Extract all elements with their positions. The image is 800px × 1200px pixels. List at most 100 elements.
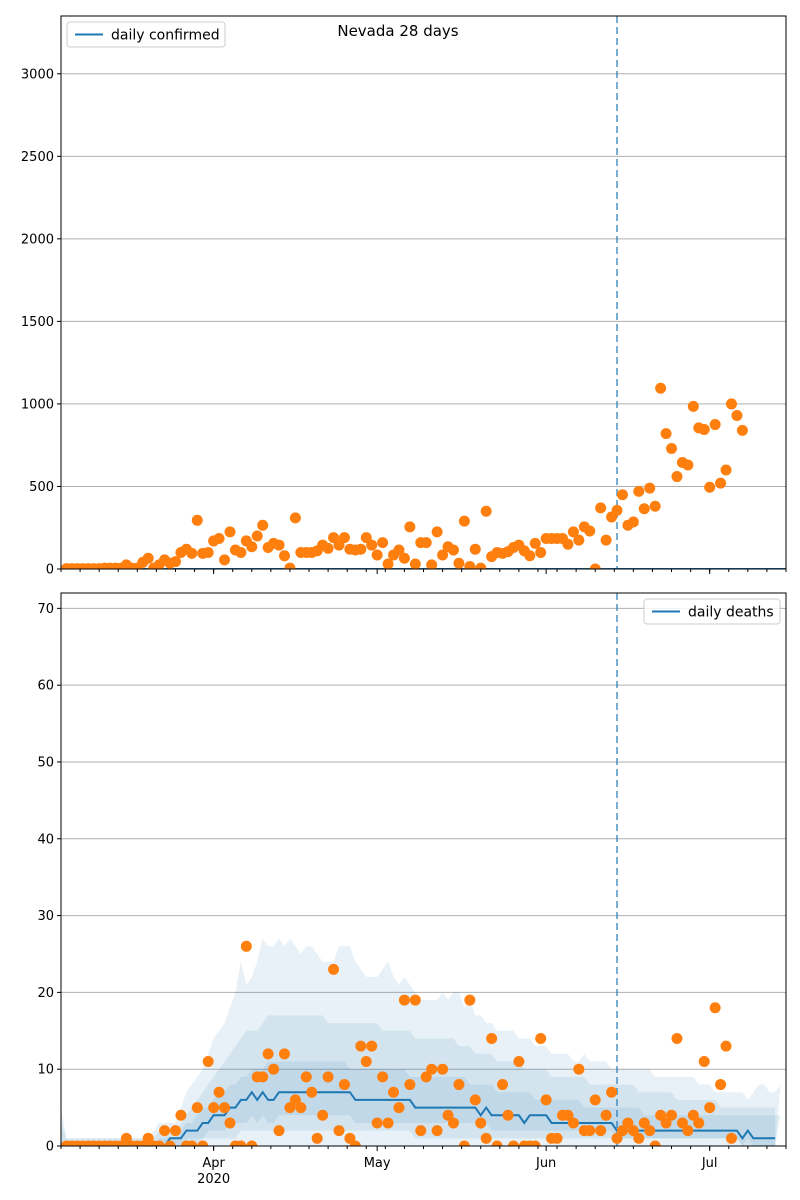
legend-label: daily confirmed xyxy=(111,28,220,44)
data-point xyxy=(513,1056,525,1068)
y-tick-label: 0 xyxy=(46,1140,54,1155)
data-point xyxy=(725,1132,737,1144)
data-point xyxy=(611,1132,623,1144)
data-point xyxy=(562,1109,574,1121)
data-point xyxy=(666,1109,678,1121)
data-point xyxy=(404,1079,416,1091)
data-point xyxy=(606,1086,618,1098)
data-point xyxy=(731,409,743,421)
data-point xyxy=(349,1140,361,1146)
data-point xyxy=(186,1140,198,1146)
y-tick-label: 70 xyxy=(37,602,54,617)
data-point xyxy=(584,525,596,537)
data-point xyxy=(535,546,547,558)
data-point xyxy=(595,502,607,514)
data-point xyxy=(169,1125,181,1137)
data-point xyxy=(551,1132,563,1144)
data-point xyxy=(480,505,492,517)
data-point xyxy=(693,1117,705,1129)
data-point xyxy=(644,482,656,494)
data-point xyxy=(404,521,416,533)
data-point xyxy=(219,1102,231,1114)
y-tick-label: 1000 xyxy=(21,397,54,412)
data-point xyxy=(431,1125,443,1137)
y-tick-label: 20 xyxy=(37,986,54,1001)
data-point xyxy=(377,537,389,549)
data-point xyxy=(486,1032,498,1044)
legend: daily deaths xyxy=(643,598,781,625)
series-line xyxy=(61,1090,776,1146)
y-tick-label: 60 xyxy=(37,679,54,694)
data-point xyxy=(660,428,672,440)
data-point xyxy=(687,400,699,412)
data-point xyxy=(502,1109,514,1121)
data-point xyxy=(371,1117,383,1129)
data-point xyxy=(638,1117,650,1129)
data-point xyxy=(736,424,748,436)
data-point xyxy=(437,1063,449,1075)
y-tick-label: 30 xyxy=(37,909,54,924)
data-point xyxy=(567,526,579,538)
data-point xyxy=(725,398,737,410)
data-point xyxy=(480,1132,492,1144)
data-point xyxy=(573,1063,585,1075)
data-point xyxy=(235,1140,247,1146)
data-point xyxy=(273,539,285,551)
data-point xyxy=(671,471,683,483)
data-point xyxy=(213,532,225,544)
data-point xyxy=(562,538,574,550)
data-point xyxy=(458,1140,470,1146)
data-point xyxy=(284,1102,296,1114)
data-point xyxy=(366,539,378,551)
band-outer xyxy=(61,938,781,1146)
data-point xyxy=(251,530,263,542)
legend-box xyxy=(66,21,226,48)
data-point xyxy=(355,1040,367,1052)
data-point xyxy=(535,1032,547,1044)
data-point xyxy=(676,1117,688,1129)
data-point xyxy=(464,561,476,569)
data-point xyxy=(627,1125,639,1137)
data-point xyxy=(633,485,645,497)
data-point xyxy=(382,1117,394,1129)
data-point xyxy=(219,554,231,566)
data-point xyxy=(295,1102,307,1114)
data-point xyxy=(682,459,694,471)
data-point xyxy=(540,1094,552,1106)
y-tick-label: 500 xyxy=(29,480,54,495)
data-point xyxy=(655,1109,667,1121)
data-point xyxy=(649,500,661,512)
data-point xyxy=(388,1086,400,1098)
data-point xyxy=(682,1125,694,1137)
data-point xyxy=(371,549,383,561)
data-point xyxy=(720,1040,732,1052)
data-point xyxy=(360,1056,372,1068)
data-point xyxy=(687,1109,699,1121)
plot-area xyxy=(61,16,786,569)
x-tick-label: Jul xyxy=(701,1156,718,1171)
y-tick-label: 10 xyxy=(37,1063,54,1078)
data-point xyxy=(704,1102,716,1114)
data-point xyxy=(497,1079,509,1091)
data-point xyxy=(698,1056,710,1068)
data-point xyxy=(589,1094,601,1106)
data-point xyxy=(278,1048,290,1060)
data-point xyxy=(246,1140,258,1146)
data-point xyxy=(355,543,367,555)
data-point xyxy=(420,1071,432,1083)
data-point xyxy=(213,1086,225,1098)
data-point xyxy=(153,1140,165,1146)
data-point xyxy=(224,526,236,538)
data-point xyxy=(589,563,601,569)
data-point xyxy=(289,512,301,524)
data-point xyxy=(415,1125,427,1137)
plot-area xyxy=(61,593,781,1146)
data-point xyxy=(338,1079,350,1091)
data-point xyxy=(208,1102,220,1114)
data-point xyxy=(704,481,716,493)
data-point xyxy=(671,1032,683,1044)
x-tick-label: Jun xyxy=(535,1156,556,1171)
data-point xyxy=(491,1140,503,1146)
data-point xyxy=(300,1071,312,1083)
